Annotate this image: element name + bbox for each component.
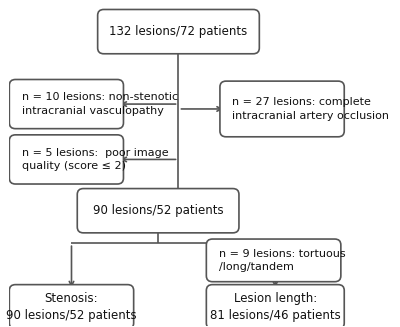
FancyBboxPatch shape: [220, 81, 344, 137]
FancyBboxPatch shape: [9, 135, 124, 184]
Text: Lesion length:
81 lesions/46 patients: Lesion length: 81 lesions/46 patients: [210, 292, 341, 322]
Text: Stenosis:
90 lesions/52 patients: Stenosis: 90 lesions/52 patients: [6, 292, 137, 322]
Text: n = 27 lesions: complete
intracranial artery occlusion: n = 27 lesions: complete intracranial ar…: [232, 97, 389, 121]
FancyBboxPatch shape: [77, 189, 239, 233]
Text: 90 lesions/52 patients: 90 lesions/52 patients: [93, 204, 224, 217]
FancyBboxPatch shape: [206, 284, 344, 327]
Text: 132 lesions/72 patients: 132 lesions/72 patients: [109, 25, 248, 38]
FancyBboxPatch shape: [206, 239, 341, 282]
Text: n = 9 lesions: tortuous
/long/tandem: n = 9 lesions: tortuous /long/tandem: [218, 249, 345, 272]
FancyBboxPatch shape: [9, 79, 124, 129]
FancyBboxPatch shape: [9, 284, 134, 327]
Text: n = 5 lesions:  poor image
quality (score ≤ 2): n = 5 lesions: poor image quality (score…: [22, 148, 168, 171]
Text: n = 10 lesions: non-stenotic
intracranial vasculopathy: n = 10 lesions: non-stenotic intracrania…: [22, 93, 178, 116]
FancyBboxPatch shape: [98, 9, 259, 54]
